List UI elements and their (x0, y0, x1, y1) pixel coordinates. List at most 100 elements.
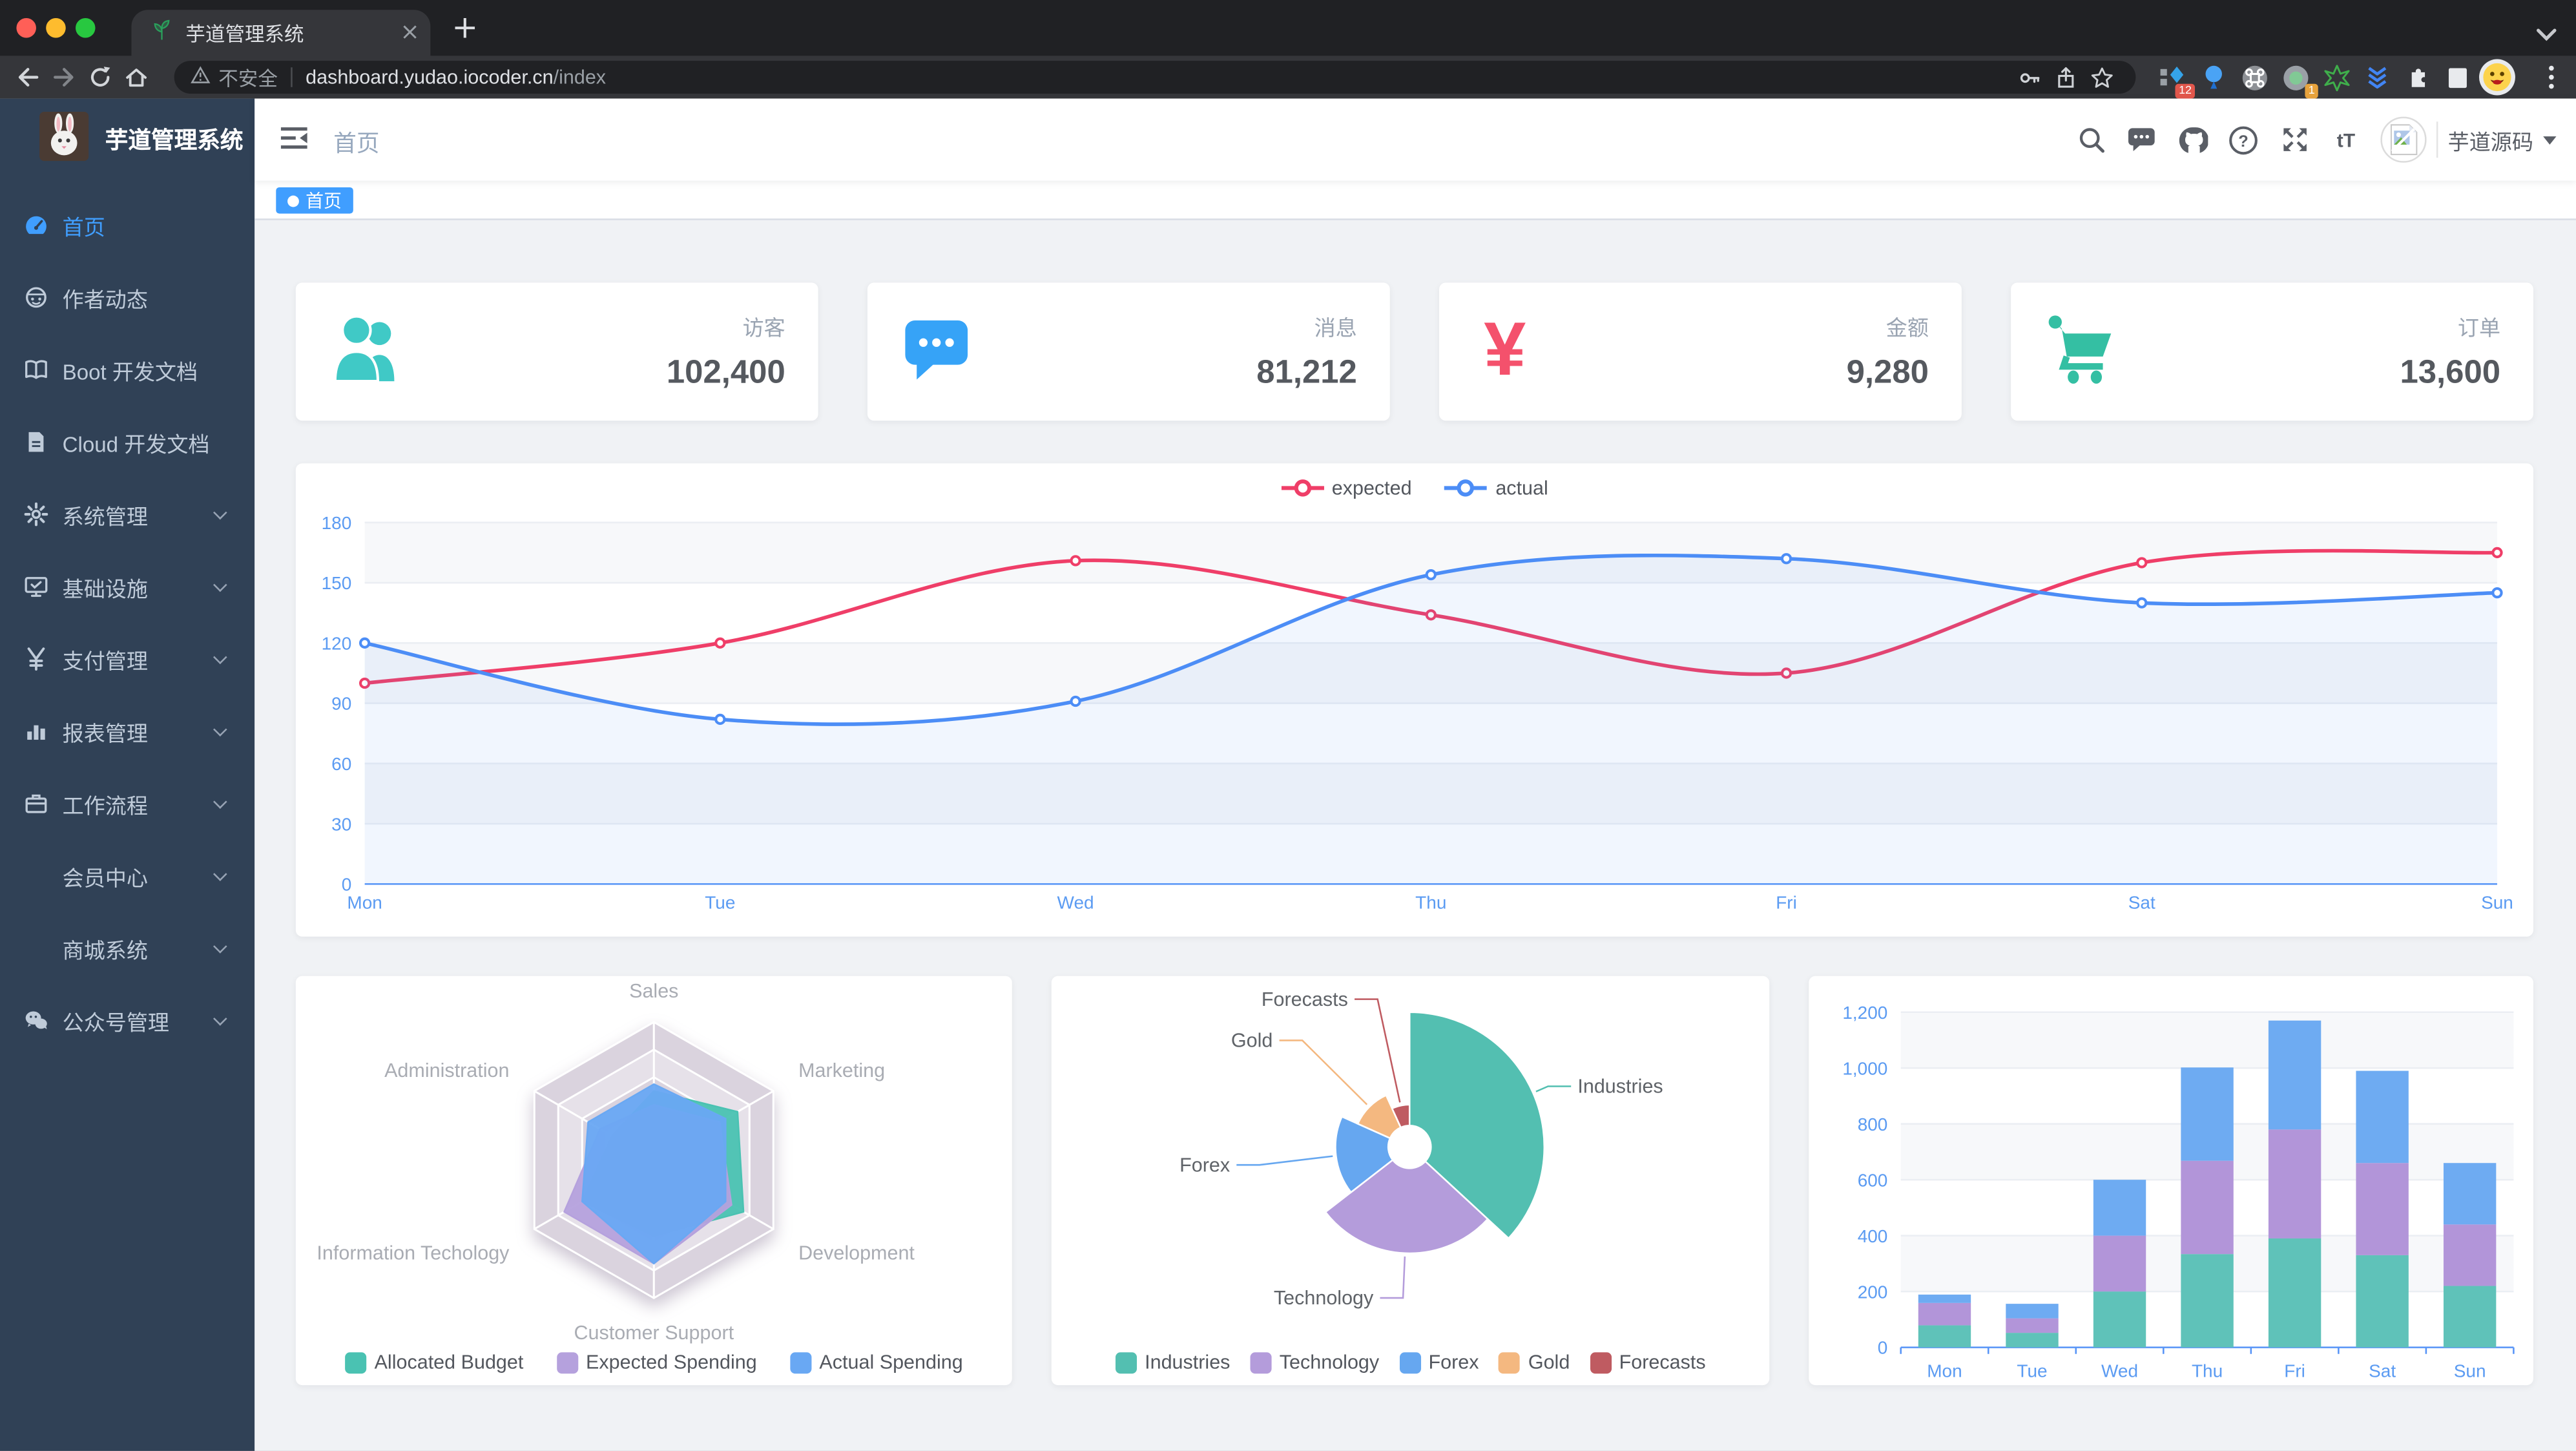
new-tab-button[interactable] (453, 16, 477, 47)
stat-card-messages[interactable]: 消息 81,212 (867, 282, 1390, 421)
chevron-down-icon (213, 722, 227, 736)
browser-menu-kebab-icon[interactable] (2535, 61, 2568, 94)
side-panel-icon[interactable] (2441, 61, 2474, 94)
extension-badge: 12 (2175, 83, 2195, 99)
window-zoom-button[interactable] (75, 17, 96, 38)
stat-card-money[interactable]: ¥ 金额 9,280 (1439, 282, 1962, 421)
address-bar[interactable]: 不安全 dashboard.yudao.iocoder.cn/index (174, 61, 2136, 94)
search-icon[interactable] (2075, 123, 2108, 156)
security-label: 不安全 (218, 67, 278, 90)
tag-home[interactable]: 首页 (276, 187, 353, 214)
bookmark-star-icon[interactable] (2083, 59, 2119, 96)
legend-item[interactable]: Industries (1115, 1351, 1230, 1373)
sidebar-item-boot-docs[interactable]: Boot 开发文档 (0, 333, 254, 406)
sidebar-item-reports[interactable]: 报表管理 (0, 695, 254, 767)
stat-card-visitors[interactable]: 访客 102,400 (295, 282, 818, 421)
svg-text:Information Techology: Information Techology (317, 1242, 510, 1264)
peoples-icon (329, 311, 411, 392)
stat-label: 金额 (1885, 315, 1929, 340)
share-icon[interactable] (2047, 59, 2083, 96)
back-button[interactable] (10, 59, 46, 96)
line-chart: 0 30 60 90 120 150 180 Mon Tue Wed Thu Fri Sat Sun (322, 513, 2513, 913)
stat-value: 13,600 (2400, 355, 2501, 391)
extension-circle-icon[interactable]: 1 (2279, 61, 2318, 99)
extension-grid-diamond-icon[interactable]: 12 (2155, 61, 2195, 99)
icon-spacer (23, 862, 50, 889)
url-path: /index (553, 65, 607, 89)
extension-command-icon[interactable] (2238, 61, 2270, 94)
svg-text:tT: tT (2337, 130, 2356, 152)
sidebar-item-system[interactable]: 系统管理 (0, 478, 254, 550)
svg-text:Thu: Thu (2192, 1361, 2223, 1381)
sidebar-item-home[interactable]: 首页 (0, 189, 254, 261)
open-book-icon (23, 357, 50, 383)
radar-chart-card: Sales Marketing Development Customer Suppor… (295, 976, 1012, 1386)
sidebar-item-wechat-mp[interactable]: 公众号管理 (0, 984, 254, 1056)
home-button[interactable] (118, 59, 154, 96)
legend-item[interactable]: Technology (1249, 1351, 1379, 1373)
gear-icon (23, 501, 50, 528)
reload-button[interactable] (82, 59, 118, 96)
svg-text:Mon: Mon (1927, 1361, 1962, 1381)
window-close-button[interactable] (16, 17, 36, 38)
sidebar-item-member-center[interactable]: 会员中心 (0, 840, 254, 912)
chevron-down-icon (213, 794, 227, 808)
text-size-icon[interactable]: tT (2330, 123, 2363, 156)
legend-item[interactable]: expected (1280, 477, 1412, 499)
extension-balloon-icon[interactable] (2197, 61, 2230, 94)
stat-card-orders[interactable]: 订单 13,600 (2011, 282, 2533, 421)
user-menu[interactable]: 芋道源码 (2380, 116, 2557, 163)
monitor-icon (23, 574, 50, 600)
sidebar-item-infra[interactable]: 基础设施 (0, 550, 254, 623)
window-minimize-button[interactable] (46, 17, 66, 38)
extensions-puzzle-icon[interactable] (2402, 61, 2435, 94)
tags-view-bar: 首页 (254, 180, 2576, 220)
svg-text:Thu: Thu (1415, 893, 1446, 913)
svg-text:1,000: 1,000 (1842, 1058, 1887, 1078)
legend-item[interactable]: Expected Spending (556, 1351, 757, 1373)
stat-label: 访客 (742, 315, 785, 340)
svg-text:90: 90 (331, 694, 351, 714)
sidebar-item-payment[interactable]: 支付管理 (0, 623, 254, 695)
browser-tab[interactable]: 芋道管理系统 (131, 10, 431, 56)
chevron-down-icon (213, 505, 227, 519)
extension-blue-chevrons-icon[interactable] (2361, 61, 2394, 94)
help-question-icon[interactable]: ? (2228, 123, 2261, 156)
forward-button[interactable] (46, 59, 82, 96)
legend-item[interactable]: Actual Spending (789, 1351, 963, 1373)
svg-text:400: 400 (1858, 1226, 1888, 1246)
legend-item[interactable]: Allocated Budget (344, 1351, 523, 1373)
svg-text:Development: Development (798, 1242, 915, 1264)
password-key-icon[interactable] (2011, 59, 2047, 96)
svg-text:Administration: Administration (384, 1060, 509, 1081)
url-host: dashboard.yudao.iocoder.cn (306, 65, 554, 89)
yen-money-icon: ¥ (1472, 306, 1538, 395)
svg-text:Fri: Fri (1776, 893, 1797, 913)
svg-text:Wed: Wed (1057, 893, 1094, 913)
sidebar-item-workflow[interactable]: 工作流程 (0, 767, 254, 840)
app-logo-row[interactable]: 芋道管理系统 (0, 99, 254, 181)
github-icon[interactable] (2177, 123, 2210, 156)
shopping-cart-icon (2044, 311, 2123, 392)
legend-item[interactable]: actual (1444, 477, 1548, 499)
sidebar-item-cloud-docs[interactable]: Cloud 开发文档 (0, 406, 254, 478)
message-icon[interactable] (2126, 123, 2159, 156)
tab-search-chevron-icon[interactable] (2537, 20, 2557, 50)
legend-item[interactable]: Forecasts (1589, 1351, 1706, 1373)
stat-value: 102,400 (666, 355, 785, 391)
legend-item[interactable]: Gold (1499, 1351, 1570, 1373)
svg-text:30: 30 (331, 814, 351, 834)
extension-green-star-icon[interactable] (2320, 61, 2353, 94)
dashboard-content: 访客 102,400 消息 81,212 ¥ 金额 9,280 (254, 220, 2576, 1451)
yen-icon (23, 646, 50, 673)
hamburger-icon[interactable] (279, 125, 309, 159)
browser-profile-avatar[interactable] (2477, 57, 2517, 97)
legend-item[interactable]: Forex (1398, 1351, 1479, 1373)
omnibox-divider (291, 67, 293, 87)
fullscreen-icon[interactable] (2279, 123, 2312, 156)
sidebar-item-mall-system[interactable]: 商城系统 (0, 912, 254, 985)
breadcrumb[interactable]: 首页 (333, 129, 380, 156)
tab-close-icon[interactable] (402, 21, 417, 45)
sidebar-item-author[interactable]: 作者动态 (0, 261, 254, 333)
stat-value: 81,212 (1256, 355, 1357, 391)
